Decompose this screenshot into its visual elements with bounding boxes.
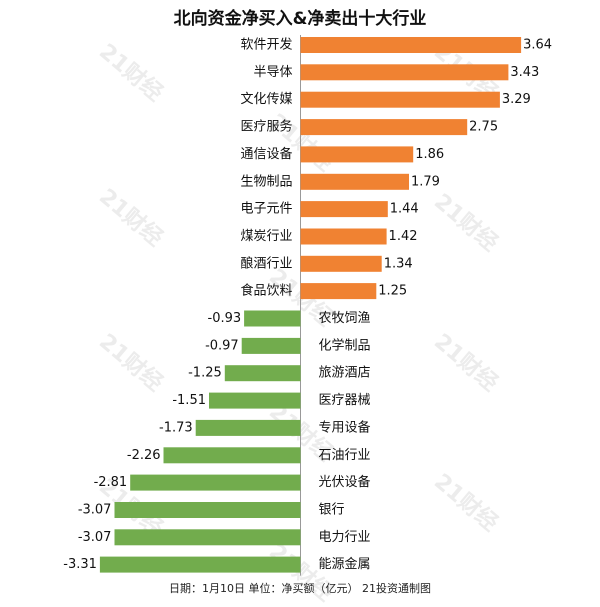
- data-label: 1.86: [415, 147, 444, 162]
- category-label: 旅游酒店: [319, 366, 371, 381]
- data-label: -1.73: [159, 420, 193, 435]
- data-label: -2.81: [94, 475, 128, 490]
- category-label: 通信设备: [240, 146, 292, 162]
- category-label: 农牧饲渔: [319, 311, 371, 326]
- category-label: 煤炭行业: [240, 229, 292, 244]
- bar: [300, 228, 387, 245]
- bar: [300, 146, 414, 163]
- category-label: 医疗器械: [319, 393, 371, 408]
- data-label: -1.25: [188, 366, 222, 381]
- category-label: 文化传媒: [240, 92, 292, 107]
- bar: [300, 119, 468, 136]
- category-label: 医疗服务: [240, 119, 292, 135]
- data-label: 1.42: [389, 229, 418, 244]
- footer-note: 日期：1月10日 单位：净买额（亿元） 21投资通制图: [169, 582, 431, 595]
- bar: [99, 556, 301, 573]
- bar: [224, 365, 301, 382]
- category-label: 食品饮料: [240, 283, 292, 299]
- category-label: 电子元件: [240, 202, 292, 217]
- data-label: -2.26: [127, 448, 161, 463]
- bar: [244, 310, 301, 327]
- data-label: 1.44: [390, 202, 419, 217]
- category-label: 石油行业: [319, 448, 371, 463]
- data-label: -0.97: [205, 338, 239, 353]
- category-label: 专用设备: [319, 419, 371, 435]
- category-label: 半导体: [253, 65, 292, 80]
- bar: [300, 201, 388, 218]
- category-label: 电力行业: [319, 530, 371, 545]
- bar: [130, 474, 301, 491]
- category-label: 能源金属: [319, 556, 371, 572]
- data-label: -0.93: [208, 311, 242, 326]
- data-label: 1.25: [378, 284, 407, 299]
- bar: [114, 502, 301, 518]
- data-label: -3.31: [63, 557, 97, 572]
- category-label: 生物制品: [240, 174, 292, 189]
- bar: [300, 255, 382, 272]
- category-label: 化学制品: [319, 337, 371, 353]
- data-label: -1.51: [172, 393, 206, 408]
- data-label: -3.07: [78, 502, 112, 517]
- bar: [114, 529, 301, 546]
- data-label: 1.34: [384, 256, 413, 271]
- data-label: 3.29: [502, 92, 531, 107]
- data-label: 1.79: [411, 174, 440, 189]
- bar: [300, 64, 509, 81]
- bar: [300, 91, 500, 108]
- category-label: 光伏设备: [319, 474, 371, 490]
- bar: [163, 447, 301, 464]
- data-label: 3.43: [510, 65, 539, 80]
- data-label: 2.75: [469, 120, 498, 135]
- bar: [209, 392, 301, 409]
- bar: [241, 337, 301, 354]
- bar: [300, 283, 377, 300]
- category-label: 酿酒行业: [240, 255, 292, 271]
- bar: [300, 37, 522, 53]
- bar: [300, 173, 409, 190]
- chart-title: 北向资金净买入&净卖出十大行业: [173, 9, 427, 29]
- data-label: -3.07: [78, 530, 112, 545]
- bar: [195, 419, 301, 436]
- data-label: 3.64: [523, 38, 552, 53]
- category-label: 软件开发: [240, 37, 292, 53]
- category-label: 银行: [319, 502, 345, 517]
